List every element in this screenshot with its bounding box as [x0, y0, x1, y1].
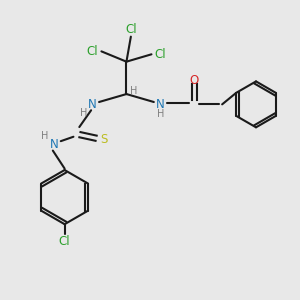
Text: H: H [157, 109, 164, 119]
Text: N: N [156, 98, 165, 111]
Text: Cl: Cl [154, 48, 166, 61]
Text: H: H [80, 108, 87, 118]
Text: N: N [88, 98, 97, 111]
Text: N: N [50, 138, 59, 151]
Text: Cl: Cl [59, 236, 70, 248]
Text: Cl: Cl [87, 45, 98, 58]
Text: H: H [41, 131, 49, 141]
Text: H: H [130, 86, 137, 96]
Text: Cl: Cl [125, 23, 137, 36]
Text: O: O [190, 74, 199, 87]
Text: S: S [101, 133, 108, 146]
